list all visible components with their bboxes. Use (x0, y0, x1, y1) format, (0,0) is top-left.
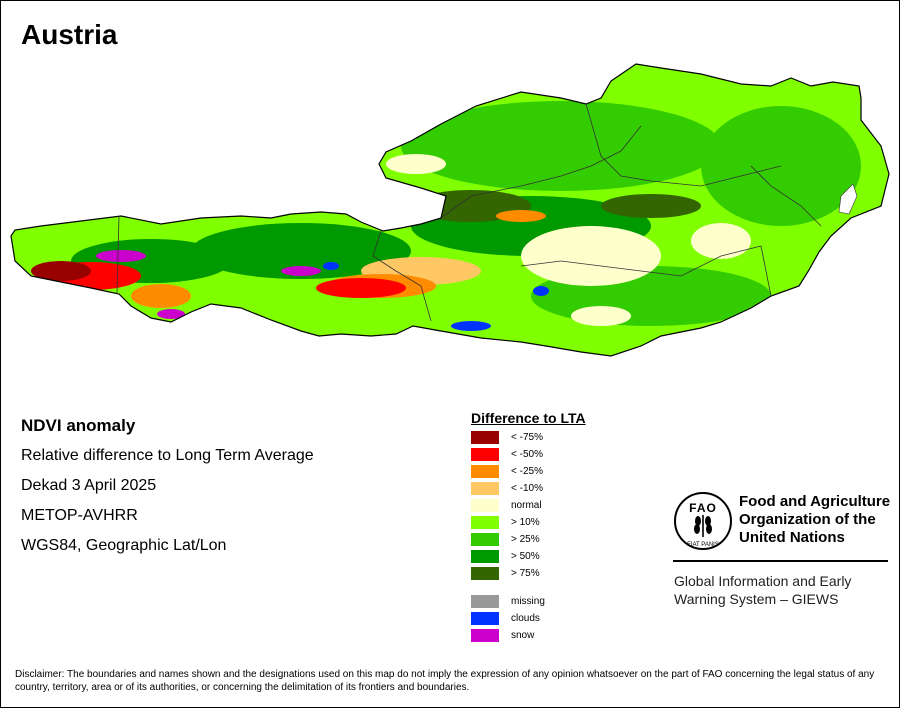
legend-swatch (471, 594, 499, 608)
legend-item-snow: snow (471, 628, 534, 642)
info-line-description: Relative difference to Long Term Average (21, 447, 314, 464)
legend-label: snow (511, 629, 535, 641)
disclaimer: Disclaimer: The boundaries and names sho… (15, 669, 875, 693)
patch-anomaly-red-dachstein (496, 210, 546, 222)
patch-clouds-styria (533, 286, 549, 296)
legend-label: > 75% (511, 567, 540, 579)
patch-normal-south (571, 306, 631, 326)
patch-olive-alps-east (601, 194, 701, 218)
patch-snow-vorarlberg (157, 309, 185, 319)
legend-item: < -50% (471, 447, 543, 461)
legend-label: < -10% (511, 482, 543, 494)
info-line-period: Dekad 3 April 2025 (21, 477, 157, 494)
legend-swatch (471, 498, 499, 512)
patch-darkgreen-alps-west (191, 223, 411, 279)
legend-swatch (471, 481, 499, 495)
legend-swatch (471, 464, 499, 478)
patch-green-north (401, 101, 721, 191)
legend-swatch (471, 611, 499, 625)
legend-swatch (471, 515, 499, 529)
fao-divider (673, 560, 888, 562)
legend-swatch (471, 566, 499, 580)
legend-swatch (471, 549, 499, 563)
austria-ndvi-map (10, 63, 890, 357)
legend-item: < -75% (471, 430, 543, 444)
patch-anomaly-red-hohe-tauern (316, 278, 406, 298)
legend-swatch (471, 447, 499, 461)
austria-border (10, 63, 890, 357)
legend-item: > 10% (471, 515, 540, 529)
info-line-projection: WGS84, Geographic Lat/Lon (21, 537, 227, 554)
legend-title: Difference to LTA (471, 410, 586, 426)
legend-label: < -50% (511, 448, 543, 460)
giews-line: Warning System – GIEWS (674, 591, 839, 607)
patch-snow-tirol (96, 250, 146, 262)
state-boundaries (116, 103, 822, 322)
patch-normal-east (691, 223, 751, 259)
patch-normal-north (386, 154, 446, 174)
info-line-sensor: METOP-AVHRR (21, 507, 138, 524)
patch-snow-alps (281, 266, 321, 276)
patch-normal-styria (521, 226, 661, 286)
legend-item: > 75% (471, 566, 540, 580)
giews-line: Global Information and Early (674, 573, 852, 589)
legend-label: clouds (511, 612, 540, 624)
giews-name: Global Information and Early Warning Sys… (674, 572, 851, 608)
legend-item: > 25% (471, 532, 540, 546)
map-title: Austria (21, 19, 118, 50)
legend-swatch (471, 430, 499, 444)
legend-label: < -75% (511, 431, 543, 443)
svg-text:FIAT PANIS: FIAT PANIS (687, 542, 719, 548)
patch-clouds-west (323, 262, 339, 270)
info-heading: NDVI anomaly (21, 416, 136, 435)
fao-name-line: Organization of the (739, 511, 876, 528)
legend-item: < -10% (471, 481, 543, 495)
fao-name-line: Food and Agriculture (739, 493, 891, 510)
fao-name-line: United Nations (739, 529, 845, 546)
legend-label: < -25% (511, 465, 543, 477)
legend-swatch (471, 628, 499, 642)
legend-label: > 50% (511, 550, 540, 562)
lake-neusiedl (838, 183, 858, 215)
legend-item-clouds: clouds (471, 611, 540, 625)
legend-label: missing (511, 595, 545, 607)
svg-text:FAO: FAO (689, 501, 717, 515)
legend-item: > 50% (471, 549, 540, 563)
legend-item: normal (471, 498, 542, 512)
legend-label: normal (511, 499, 542, 511)
legend-swatch (471, 532, 499, 546)
legend-item: < -25% (471, 464, 543, 478)
patch-clouds-carinthia (451, 321, 491, 331)
legend-label: > 25% (511, 533, 540, 545)
fao-organization-name: Food and Agriculture Organization of the… (739, 493, 890, 547)
patch-anomaly-red-vorarlberg (131, 284, 191, 308)
legend-label: > 10% (511, 516, 540, 528)
patch-anomaly-darkred-tirol (31, 261, 91, 281)
legend-item-missing: missing (471, 594, 545, 608)
fao-logo-icon: FAO FIAT PANIS (674, 492, 732, 550)
